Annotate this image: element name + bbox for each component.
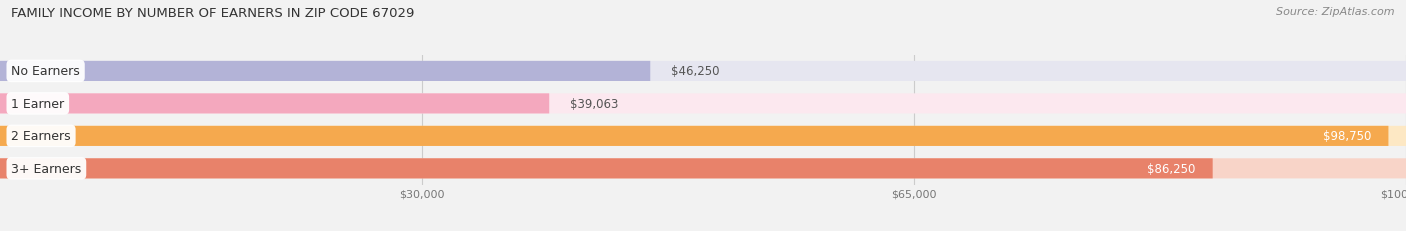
Text: $39,063: $39,063 <box>571 97 619 110</box>
Text: $86,250: $86,250 <box>1147 162 1197 175</box>
FancyBboxPatch shape <box>0 94 550 114</box>
Text: No Earners: No Earners <box>11 65 80 78</box>
Text: Source: ZipAtlas.com: Source: ZipAtlas.com <box>1277 7 1395 17</box>
FancyBboxPatch shape <box>0 159 1406 179</box>
Text: 1 Earner: 1 Earner <box>11 97 65 110</box>
Text: $46,250: $46,250 <box>672 65 720 78</box>
FancyBboxPatch shape <box>0 94 1406 114</box>
Text: FAMILY INCOME BY NUMBER OF EARNERS IN ZIP CODE 67029: FAMILY INCOME BY NUMBER OF EARNERS IN ZI… <box>11 7 415 20</box>
FancyBboxPatch shape <box>0 62 651 82</box>
Text: 2 Earners: 2 Earners <box>11 130 70 143</box>
FancyBboxPatch shape <box>0 159 1213 179</box>
FancyBboxPatch shape <box>0 126 1389 146</box>
FancyBboxPatch shape <box>0 62 1406 82</box>
Text: 3+ Earners: 3+ Earners <box>11 162 82 175</box>
FancyBboxPatch shape <box>0 126 1406 146</box>
Text: $98,750: $98,750 <box>1323 130 1372 143</box>
